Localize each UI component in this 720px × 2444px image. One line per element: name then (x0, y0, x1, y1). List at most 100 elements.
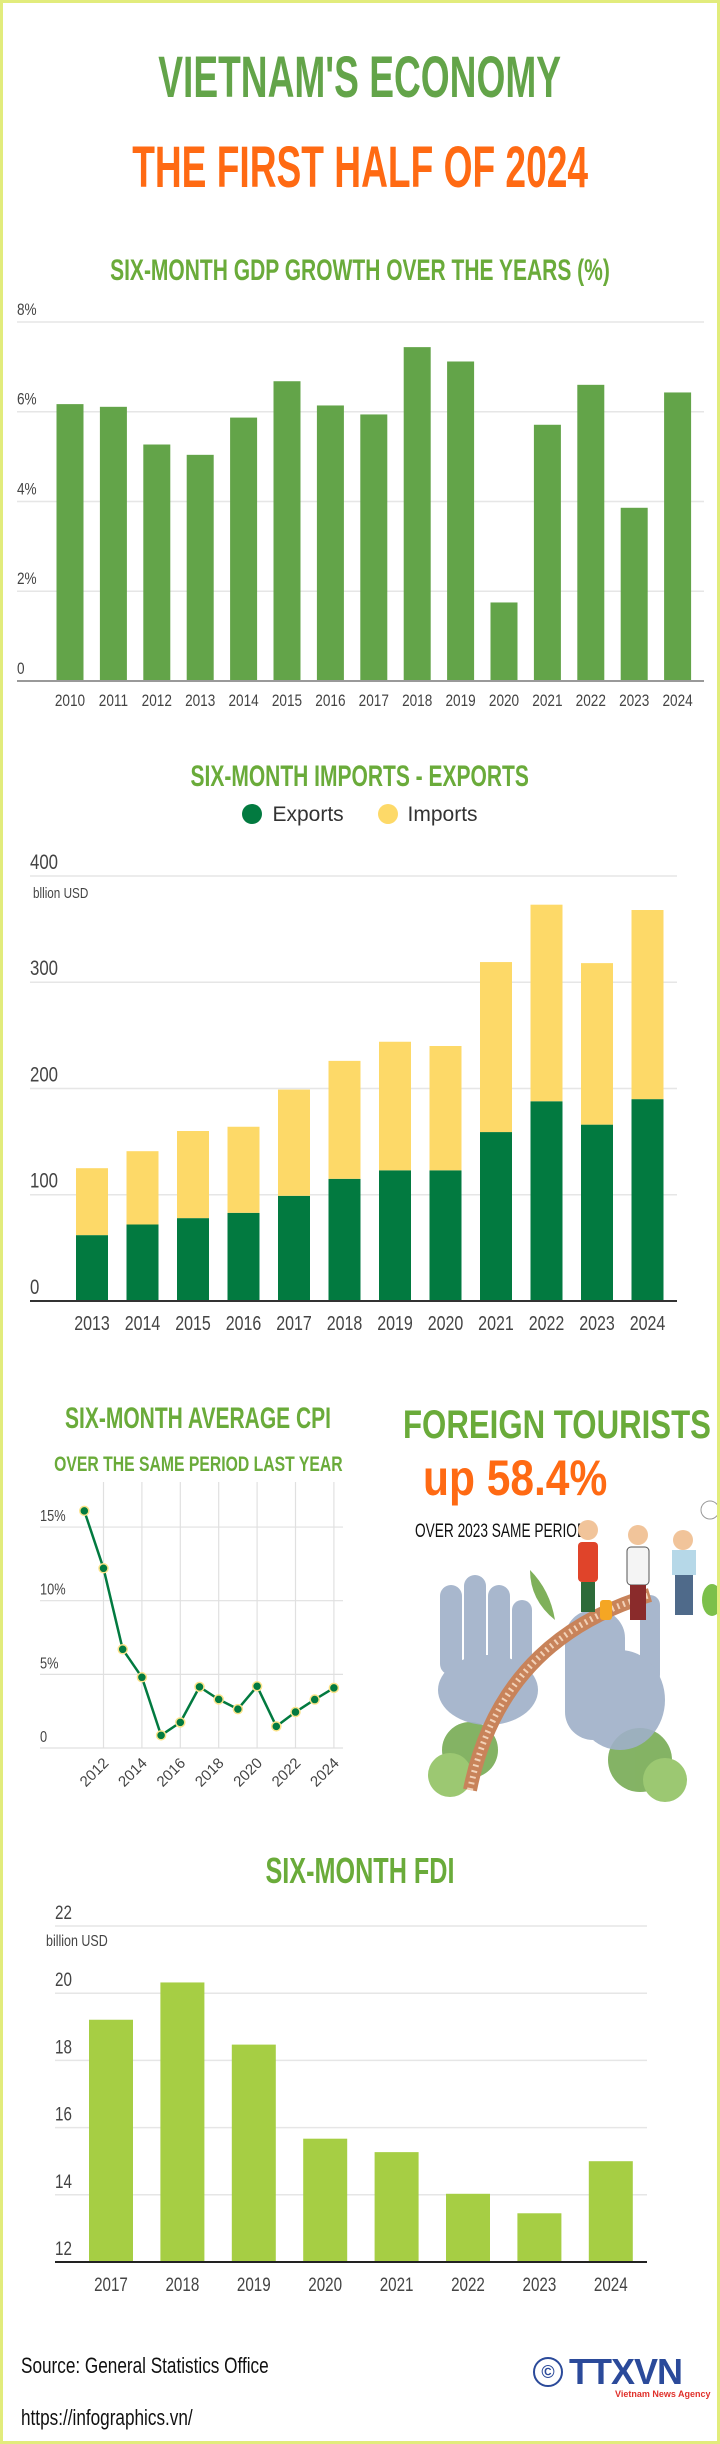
tourist-1 (578, 1520, 612, 1620)
gdp-x-tick-label: 2023 (619, 692, 649, 711)
gdp-bar (447, 361, 475, 681)
tourists-growth: up 58.4% (423, 1449, 640, 1507)
tourists-title: FOREIGN TOURISTS (403, 1403, 717, 1448)
trade-chart: 0 100 200 300 400 2013 2014 2015 2016 2017 2018 201… (30, 851, 677, 1334)
gdp-x-tick-label: 2020 (489, 692, 519, 711)
cpi-point (98, 1563, 109, 1574)
copyright-icon: © (533, 2357, 563, 2387)
trade-x-tick-label: 2024 (630, 1312, 666, 1334)
cpi-line (83, 1510, 335, 1737)
gdp-y-tick-label: 8% (17, 301, 37, 320)
cpi-chart: 0 5% 10% 15% 2012 2014 2016 2018 2020 2022 2024 (40, 1482, 343, 1790)
trade-bar-imports (429, 1046, 462, 1171)
cpi-chart-title: SIX-MONTH AVERAGE CPI (3, 1403, 393, 1435)
cpi-point (79, 1505, 90, 1517)
subtitle-text: THE FIRST HALF OF 2024 (132, 135, 588, 200)
trade-x-tick-label: 2021 (478, 1312, 514, 1334)
gdp-bar (577, 384, 605, 681)
legend-imports-label: Imports (407, 803, 478, 826)
cpi-x-tick-label: 2016 (154, 1755, 190, 1791)
gdp-chart: 0 2% 4% 6% 8% 2010 2011 2012 2013 2014 2015 2016 201… (17, 301, 704, 711)
gdp-y-tick-label: 0 (17, 660, 25, 679)
trade-bar-imports (480, 962, 512, 1133)
gdp-bar (664, 392, 692, 681)
logo-tagline: Vietnam News Agency (615, 2389, 711, 2399)
trade-bar-exports (227, 1212, 260, 1301)
trade-chart-title: SIX-MONTH IMPORTS - EXPORTS (3, 761, 717, 793)
trade-x-tick-label: 2019 (377, 1312, 413, 1334)
trade-bar-imports (328, 1060, 361, 1179)
fdi-y-unit: billion USD (46, 1933, 125, 1951)
fdi-y-tick-label: 14 (55, 2170, 72, 2192)
trade-x-tick-label: 2020 (428, 1312, 464, 1334)
fdi-y-tick-label: 20 (55, 1969, 72, 1991)
legend-exports: Exports (242, 803, 344, 827)
cpi-y-tick-label: 15% (40, 1508, 66, 1526)
fdi-x-tick-label: 2019 (237, 2273, 271, 2295)
exports-swatch-icon (242, 804, 263, 824)
fdi-y-tick-label: 12 (55, 2237, 72, 2259)
fdi-y-tick-label: 22 (55, 1901, 72, 1923)
gdp-bar (273, 381, 301, 681)
cpi-x-tick-label: 2022 (269, 1755, 305, 1791)
trade-x-tick-label: 2017 (276, 1312, 312, 1334)
gdp-x-tick-label: 2019 (445, 692, 475, 711)
logo-text: TTXVN (569, 2351, 683, 2392)
cpi-y-tick-label: 10% (40, 1581, 66, 1599)
tourists-growth-text: up 58.4% (423, 1450, 608, 1506)
gdp-x-tick-label: 2016 (315, 692, 345, 711)
gdp-y-tick-label: 4% (17, 480, 37, 499)
cpi-y-tick-label: 5% (40, 1655, 59, 1673)
trade-y-unit-text: bllion USD (33, 885, 89, 902)
cpi-point (309, 1694, 320, 1705)
gdp-bar (533, 424, 561, 681)
fdi-y-tick-label: 16 (55, 2103, 72, 2125)
tourists-note-text: OVER 2023 SAME PERIOD (415, 1521, 587, 1542)
trade-x-tick-label: 2023 (579, 1312, 615, 1334)
fdi-chart-title: SIX-MONTH FDI (3, 1850, 717, 1891)
leaf (530, 1570, 555, 1620)
bridge-rails (467, 1592, 651, 1791)
fdi-bar (160, 1982, 205, 2262)
gdp-x-tick-label: 2024 (662, 692, 693, 711)
trade-y-tick-label: 200 (30, 1064, 58, 1087)
tourists-title-text: FOREIGN TOURISTS (403, 1403, 711, 1447)
fdi-x-tick-label: 2017 (94, 2273, 128, 2295)
source-url-text[interactable]: https://infographics.vn/ (21, 2405, 193, 2430)
gdp-x-tick-label: 2014 (228, 692, 259, 711)
gdp-bar (56, 404, 84, 681)
fdi-x-tick-label: 2018 (166, 2273, 200, 2295)
fdi-bar (231, 2044, 276, 2262)
fdi-x-tick-label: 2023 (523, 2273, 557, 2295)
subtitle: THE FIRST HALF OF 2024 (3, 139, 717, 197)
tourist-2 (626, 1525, 650, 1620)
cpi-x-tick-label: 2018 (192, 1755, 228, 1791)
trade-x-tick-label: 2015 (175, 1312, 211, 1334)
trade-bar-exports (328, 1178, 361, 1301)
trade-bar-exports (379, 1170, 411, 1301)
fdi-bar (89, 2019, 133, 2262)
gdp-bar (620, 507, 648, 681)
gdp-title-text: SIX-MONTH GDP GROWTH OVER THE YEARS (%) (110, 254, 610, 287)
source-url[interactable]: https://infographics.vn/ (21, 2405, 241, 2431)
source-text: Source: General Statistics Office (21, 2353, 269, 2378)
cpi-subtitle-text: OVER THE SAME PERIOD LAST YEAR (53, 1453, 343, 1476)
trade-bar-exports (581, 1124, 613, 1301)
gdp-x-tick-label: 2018 (402, 692, 432, 711)
cpi-x-tick-label: 2024 (307, 1755, 343, 1791)
cpi-x-tick-label: 2014 (115, 1755, 151, 1791)
cpi-title-text: SIX-MONTH AVERAGE CPI (64, 1402, 332, 1435)
trade-bar-imports (379, 1041, 411, 1171)
trade-bar-imports (278, 1089, 310, 1196)
golden-bridge-illustration (428, 1500, 717, 1802)
location-pin-icon (700, 1500, 717, 1520)
fdi-bar (517, 2213, 562, 2262)
gdp-x-tick-label: 2011 (99, 692, 128, 711)
trade-bar-exports (177, 1218, 209, 1301)
cpi-point (271, 1721, 282, 1732)
fdi-title-text: SIX-MONTH FDI (265, 1850, 455, 1891)
fdi-x-tick-label: 2022 (451, 2273, 485, 2295)
trade-legend: Exports Imports (3, 803, 717, 827)
gdp-bar (316, 405, 344, 681)
